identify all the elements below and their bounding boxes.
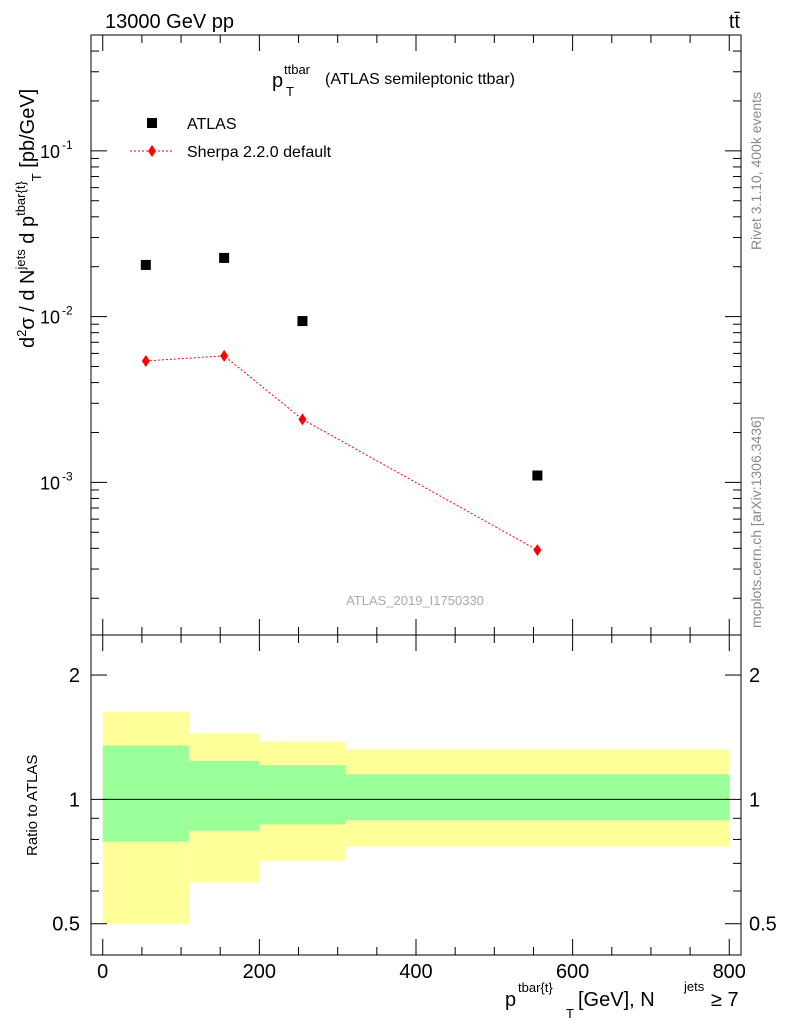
atlas-point (140, 259, 151, 270)
ratio-y-tick-label-right: 0.5 (749, 914, 777, 936)
sherpa-point (533, 544, 542, 557)
y-tick-label: 10 (40, 142, 60, 162)
y-tick-label-exp: -2 (62, 304, 73, 318)
ratio-bands (102, 711, 730, 924)
x-tick-label: 0 (97, 961, 108, 983)
title-main: p (272, 70, 283, 92)
ratio-ylabel: Ratio to ATLAS (24, 755, 41, 856)
svg-text:≥ 7: ≥ 7 (711, 989, 739, 1011)
main-ylabel: d2σ / d Njets d ptbar{t}T [pb/GeV] (13, 89, 44, 348)
process-label: tt̄ (729, 11, 741, 33)
svg-text:T: T (566, 1006, 574, 1021)
x-tick-label: 400 (399, 961, 432, 983)
atlas-point (297, 316, 308, 327)
side-text-mcplots: mcplots.cern.ch [arXiv:1306.3436] (748, 416, 764, 628)
ratio-y-tick-label: 2 (69, 665, 80, 687)
data-marks (140, 252, 543, 557)
x-tick-label: 800 (713, 961, 746, 983)
y-tick-label-exp: -1 (62, 138, 73, 152)
svg-text:p: p (505, 989, 516, 1011)
x-tick-label: 600 (556, 961, 589, 983)
sherpa-line (145, 355, 538, 551)
axes: 10-310-210 -10.5 0.51 12 20 200 400 600 800 (40, 34, 777, 983)
svg-text:tbar{t}: tbar{t} (518, 980, 553, 995)
legend-atlas-marker (147, 118, 157, 128)
legend-sherpa-label: Sherpa 2.2.0 default (187, 144, 332, 161)
y-tick-label: 10 (40, 308, 60, 328)
sherpa-point (298, 413, 307, 426)
svg-text:[GeV], N: [GeV], N (578, 989, 655, 1011)
atlas-point (532, 470, 543, 481)
y-tick-label: 10 (40, 473, 60, 493)
legend-sherpa-marker (148, 145, 156, 157)
ratio-y-tick-label-right: 2 (749, 665, 760, 687)
title-rest: (ATLAS semileptonic ttbar) (325, 71, 515, 88)
ratio-inner-band (345, 774, 730, 821)
analysis-watermark: ATLAS_2019_I1750330 (346, 593, 484, 608)
sherpa-point (220, 349, 229, 362)
y-tick-label-exp: -3 (62, 469, 73, 483)
ratio-y-tick-label: 0.5 (52, 914, 80, 936)
legend-atlas-label: ATLAS (187, 116, 237, 133)
energy-label: 13000 GeV pp (105, 11, 234, 33)
ratio-inner-band (102, 745, 189, 842)
plot-title: p (272, 70, 283, 92)
title-sup: ttbar (284, 62, 311, 77)
atlas-point (219, 252, 230, 263)
svg-text:d2σ / d Njets d ptbar{t}T [p: d2σ / d Njets d ptbar{t}T [pb/GeV] (13, 89, 44, 348)
side-text-rivet: Rivet 3.1.10, 400k events (748, 92, 764, 250)
sherpa-point (141, 354, 150, 367)
ratio-y-tick-label: 1 (69, 789, 80, 811)
x-tick-label: 200 (243, 961, 276, 983)
ratio-inner-band (188, 760, 260, 831)
ratio-inner-band (259, 765, 346, 825)
ratio-y-tick-label-right: 1 (749, 789, 760, 811)
xlabel: p tbar{t} T [GeV], N jets ≥ 7 (505, 979, 739, 1021)
svg-text:jets: jets (683, 979, 705, 994)
title-sub: T (286, 84, 294, 99)
